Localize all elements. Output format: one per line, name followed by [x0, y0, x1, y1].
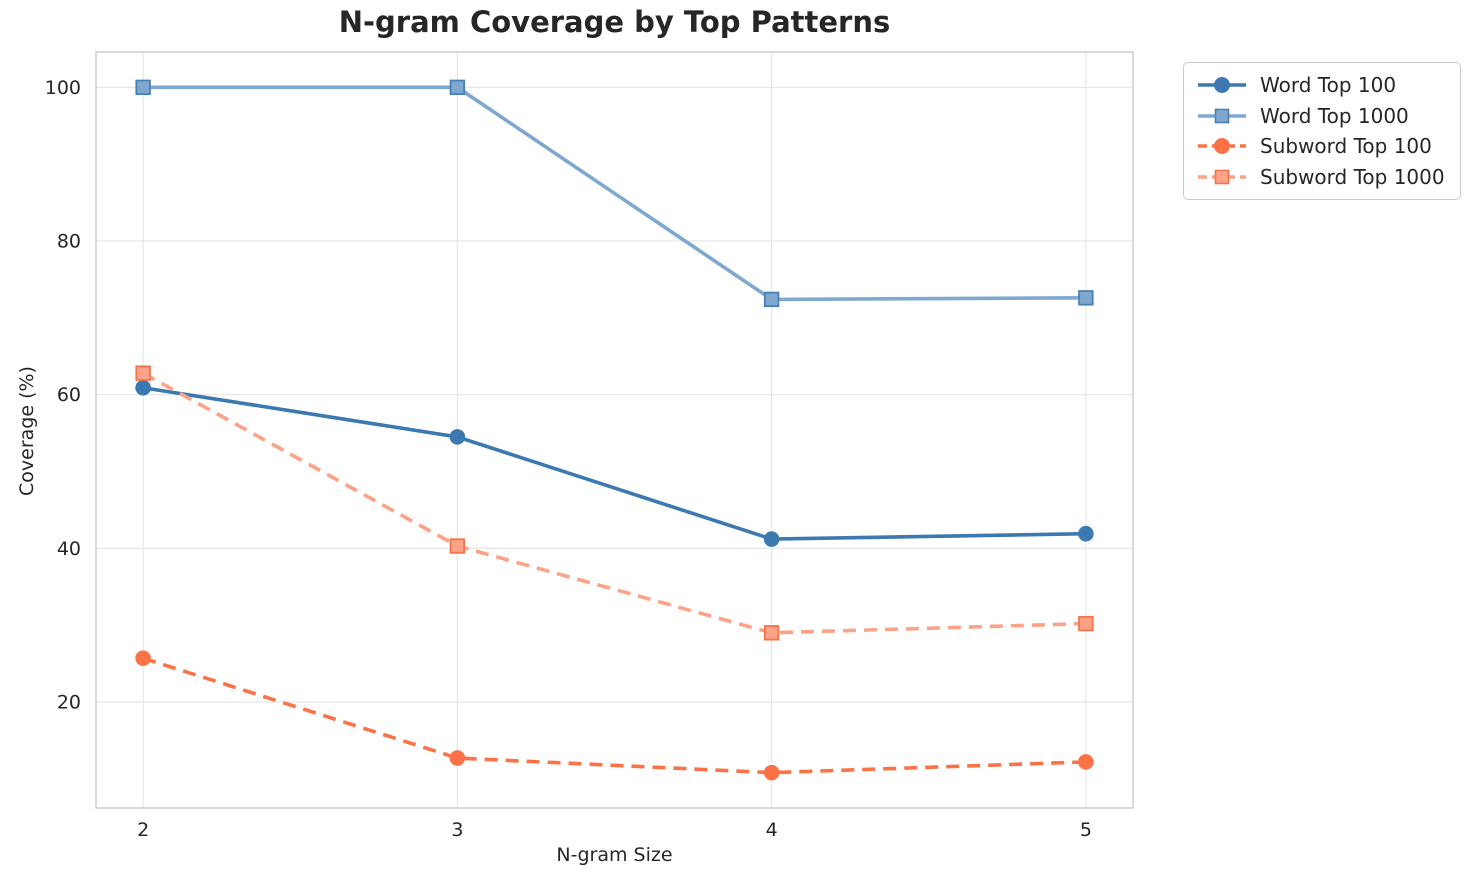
y-tick-label: 20 — [57, 691, 81, 713]
x-tick-label: 3 — [451, 819, 463, 841]
data-point-marker — [763, 291, 780, 308]
x-axis-label: N-gram Size — [556, 844, 673, 866]
data-point-marker — [135, 650, 151, 666]
legend-label: Word Top 1000 — [1260, 103, 1409, 128]
legend: Word Top 100 Word Top 1000 Subword Top 100… — [1183, 62, 1461, 200]
legend-label: Subword Top 1000 — [1260, 164, 1445, 189]
data-point-marker — [135, 365, 151, 381]
data-point-marker — [763, 625, 780, 641]
series-line-word-top-100 — [142, 385, 1086, 541]
square-marker-icon — [1214, 108, 1230, 124]
y-tick-label: 80 — [57, 231, 81, 253]
chart-title: N-gram Coverage by Top Patterns — [338, 5, 891, 39]
x-tick-label: 4 — [766, 819, 778, 841]
legend-line-sample — [1198, 169, 1246, 185]
data-point-marker — [449, 79, 466, 96]
data-point-marker — [763, 531, 780, 547]
legend-label: Subword Top 100 — [1260, 134, 1432, 159]
circle-marker-icon — [1213, 77, 1230, 94]
data-point-marker — [135, 79, 151, 96]
x-tick-label: 5 — [1080, 819, 1092, 841]
data-point-marker — [449, 750, 466, 766]
data-point-marker — [1078, 615, 1094, 632]
data-point-marker — [1078, 754, 1094, 770]
data-point-marker — [763, 764, 780, 781]
legend-item: Subword Top 1000 — [1196, 162, 1450, 193]
legend-label: Word Top 100 — [1260, 73, 1397, 98]
legend-line-sample — [1198, 77, 1246, 94]
legend-line-sample — [1198, 138, 1246, 155]
y-tick-label: 100 — [45, 77, 81, 99]
circle-marker-icon — [1213, 138, 1230, 155]
data-point-marker — [1078, 525, 1094, 542]
legend-item: Word Top 100 — [1196, 70, 1450, 101]
legend-item: Subword Top 100 — [1196, 131, 1450, 162]
series-line-word-top-1000 — [143, 85, 1086, 302]
square-marker-icon — [1214, 169, 1230, 185]
data-point-marker — [449, 429, 466, 445]
y-tick-label: 60 — [57, 384, 81, 406]
y-tick-label: 40 — [57, 538, 81, 560]
data-point-marker — [1078, 290, 1094, 306]
plot-border — [95, 51, 1134, 809]
x-tick-label: 2 — [137, 819, 149, 841]
data-point-marker — [449, 538, 466, 554]
series-line-subword-top-1000 — [142, 371, 1086, 635]
legend-line-sample — [1198, 108, 1246, 124]
series-line-subword-top-100 — [142, 656, 1086, 775]
y-axis-label: Coverage (%) — [16, 366, 38, 496]
data-point-marker — [135, 379, 151, 396]
legend-item: Word Top 1000 — [1196, 101, 1450, 132]
